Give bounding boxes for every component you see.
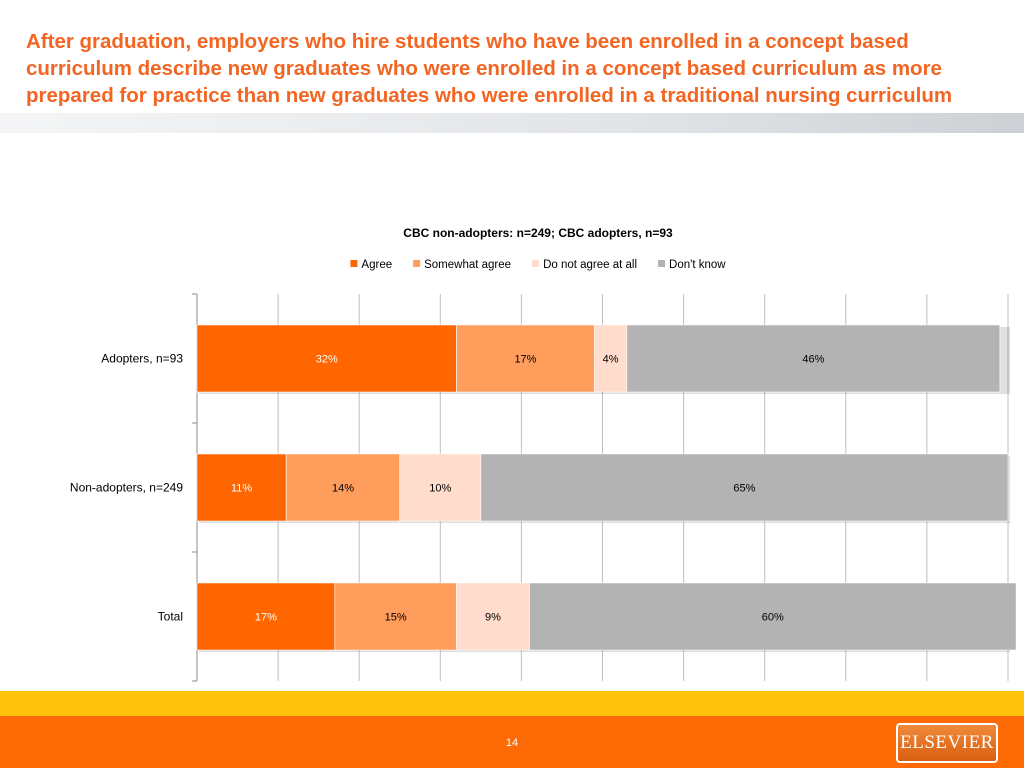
- legend-label: Do not agree at all: [543, 259, 637, 271]
- category-label: Non-adopters, n=249: [70, 481, 183, 495]
- data-label-agree: 32%: [316, 354, 338, 366]
- elsevier-logo: ELSEVIER: [896, 723, 998, 763]
- legend-label: Agree: [361, 259, 392, 271]
- data-label-somewhat-agree: 15%: [385, 612, 407, 624]
- footer-yellow-band: [0, 691, 1024, 716]
- data-label-do-not-agree-at-all: 4%: [603, 354, 619, 366]
- legend-item-don-t-know: Don't know: [658, 259, 726, 271]
- chart-bars: 32% 17% 4% 46% 11% 14% 10% 65% 17% 15% 9% 60%: [196, 324, 1017, 653]
- data-label-don-t-know: 65%: [733, 483, 755, 495]
- stacked-bar-chart: CBC non-adopters: n=249; CBC adopters, n…: [70, 226, 1017, 682]
- bar-segment-somewhat-agree: [456, 324, 595, 393]
- bar-segment-don-t-know: [480, 453, 1009, 522]
- category-labels: Adopters, n=93 Non-adopters, n=249 Total: [70, 352, 183, 624]
- legend-swatch: [350, 260, 358, 267]
- data-label-do-not-agree-at-all: 9%: [485, 612, 501, 624]
- legend-label: Somewhat agree: [424, 259, 511, 271]
- data-label-don-t-know: 60%: [762, 612, 784, 624]
- data-label-do-not-agree-at-all: 10%: [429, 483, 451, 495]
- bar-row-adopters-n-93: 32% 17% 4% 46%: [196, 324, 1010, 395]
- legend-swatch: [658, 260, 666, 267]
- chart-title: CBC non-adopters: n=249; CBC adopters, n…: [403, 226, 673, 240]
- bar-segment-agree: [196, 582, 336, 651]
- data-label-somewhat-agree: 17%: [514, 354, 536, 366]
- legend-item-somewhat-agree: Somewhat agree: [413, 259, 511, 271]
- bar-segment-agree: [196, 324, 457, 393]
- bar-segment-don-t-know: [529, 582, 1017, 651]
- logo-text: ELSEVIER: [900, 732, 994, 753]
- bar-segment-do-not-agree-at-all: [456, 582, 530, 651]
- bar-segment-agree: [196, 453, 287, 522]
- bar-row-total: 17% 15% 9% 60%: [196, 582, 1017, 653]
- bar-row-non-adopters-n-249: 11% 14% 10% 65%: [196, 453, 1010, 524]
- data-label-agree: 17%: [255, 612, 277, 624]
- bar-segment-don-t-know: [626, 324, 1001, 393]
- legend-item-do-not-agree-at-all: Do not agree at all: [532, 259, 637, 271]
- bar-segment-somewhat-agree: [285, 453, 401, 522]
- page-number: 14: [505, 737, 519, 749]
- bar-segment-do-not-agree-at-all: [399, 453, 482, 522]
- category-label: Adopters, n=93: [101, 352, 183, 366]
- legend-swatch: [532, 260, 540, 267]
- legend-label: Don't know: [669, 259, 726, 271]
- category-label: Total: [158, 610, 183, 624]
- bar-segment-somewhat-agree: [334, 582, 457, 651]
- header-band: [0, 113, 1024, 133]
- legend-swatch: [413, 260, 421, 267]
- data-label-agree: 11%: [231, 483, 252, 495]
- footer-orange-band: [0, 716, 1024, 768]
- legend-item-agree: Agree: [350, 259, 392, 271]
- data-label-somewhat-agree: 14%: [332, 483, 354, 495]
- chart-legend: Agree Somewhat agree Do not agree at all Do…: [350, 259, 726, 271]
- slide-title: After graduation, employers who hire stu…: [26, 30, 953, 107]
- data-label-don-t-know: 46%: [802, 354, 824, 366]
